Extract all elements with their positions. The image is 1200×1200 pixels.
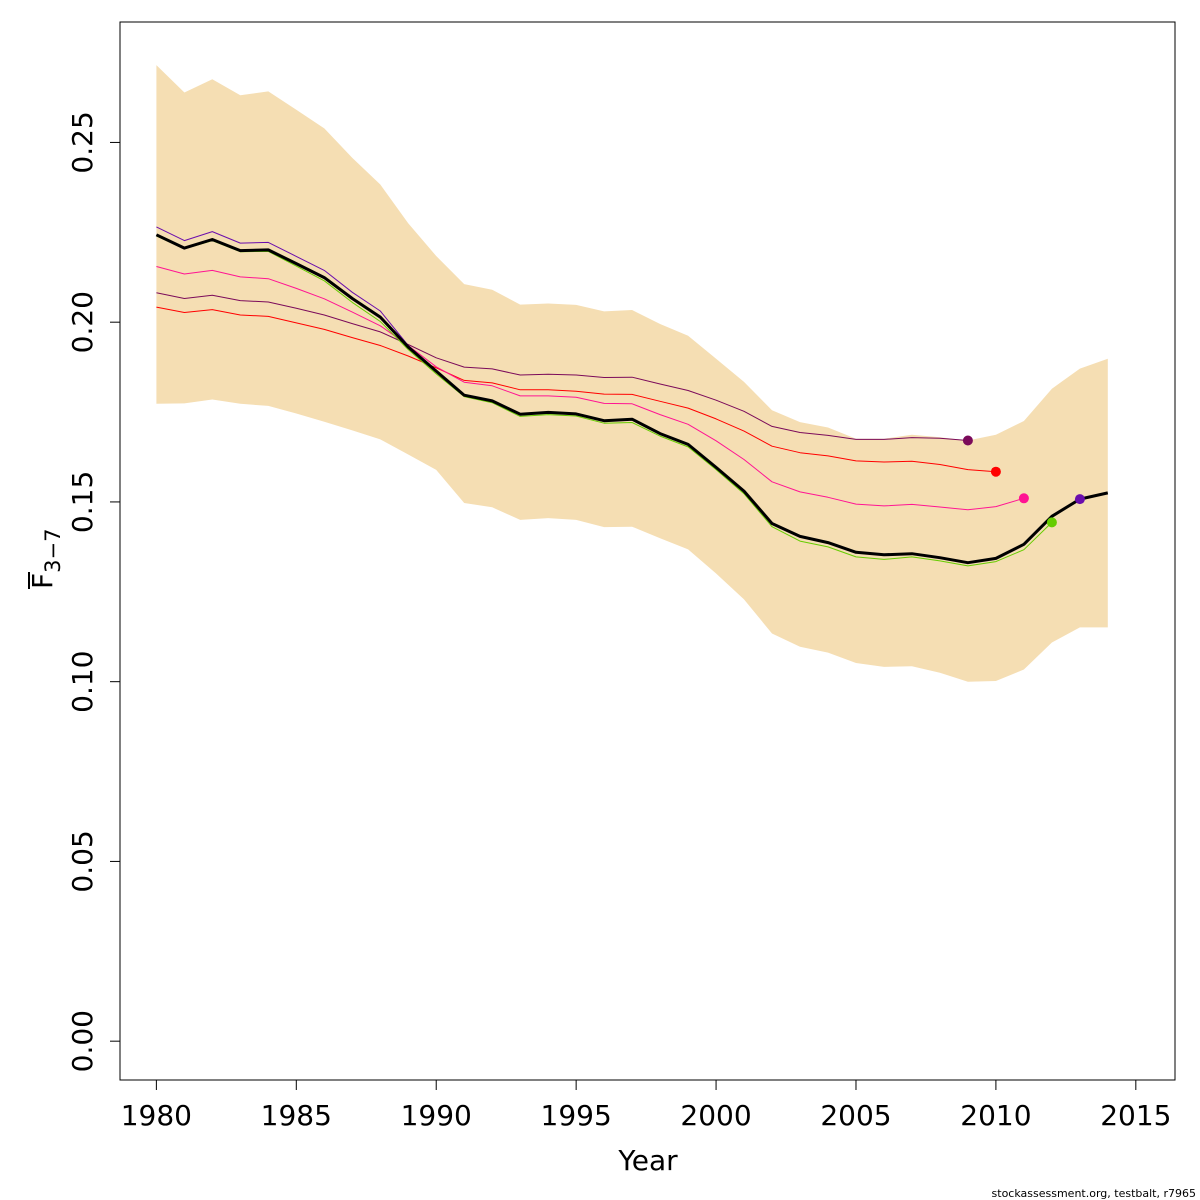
x-tick-label: 1980	[121, 1099, 192, 1132]
series-endpoint-5	[1074, 494, 1085, 505]
y-axis: 0.00 0.05 0.10 0.15 0.20 0.25	[66, 111, 121, 1072]
y-tick-label: 0.25	[66, 111, 99, 173]
series-line-6	[155, 233, 1109, 565]
y-axis-title: F3−7	[26, 529, 65, 589]
y-tick-label: 0.05	[66, 830, 99, 892]
x-tick-label: 2000	[680, 1099, 751, 1132]
series-lines-layer	[155, 226, 1109, 567]
footer-credit: stockassessment.org, testbalt, r7965	[992, 1187, 1196, 1200]
x-tick-label: 1995	[541, 1099, 612, 1132]
y-tick-label: 0.10	[66, 651, 99, 713]
x-tick-label: 1990	[401, 1099, 472, 1132]
x-tick-label: 2015	[1100, 1099, 1171, 1132]
y-tick-label: 0.20	[66, 291, 99, 353]
x-tick-label: 2005	[820, 1099, 891, 1132]
series-line-2	[156, 306, 996, 473]
series-line-4	[156, 235, 1053, 567]
y-tick-label: 0.15	[66, 471, 99, 533]
series-line-3	[156, 266, 1025, 511]
x-axis-title: Year	[617, 1144, 678, 1177]
x-axis: 1980 1985 1990 1995 2000 2005 2010 2015	[121, 1079, 1171, 1132]
x-tick-label: 1985	[261, 1099, 332, 1132]
series-endpoints-layer	[962, 435, 1085, 528]
series-endpoint-4	[1046, 517, 1057, 528]
series-line-1	[156, 292, 968, 441]
y-tick-label: 0.00	[66, 1010, 99, 1072]
confidence-band	[156, 65, 1108, 682]
svg-text:F3−7: F3−7	[26, 529, 65, 589]
confidence-band-layer	[156, 65, 1108, 682]
series-endpoint-3	[1018, 493, 1029, 504]
y-axis-title-main: F	[26, 573, 59, 589]
series-endpoint-2	[990, 466, 1001, 477]
x-tick-label: 2010	[960, 1099, 1031, 1132]
series-endpoint-1	[962, 435, 973, 446]
y-axis-title-subscript: 3−7	[41, 529, 65, 573]
